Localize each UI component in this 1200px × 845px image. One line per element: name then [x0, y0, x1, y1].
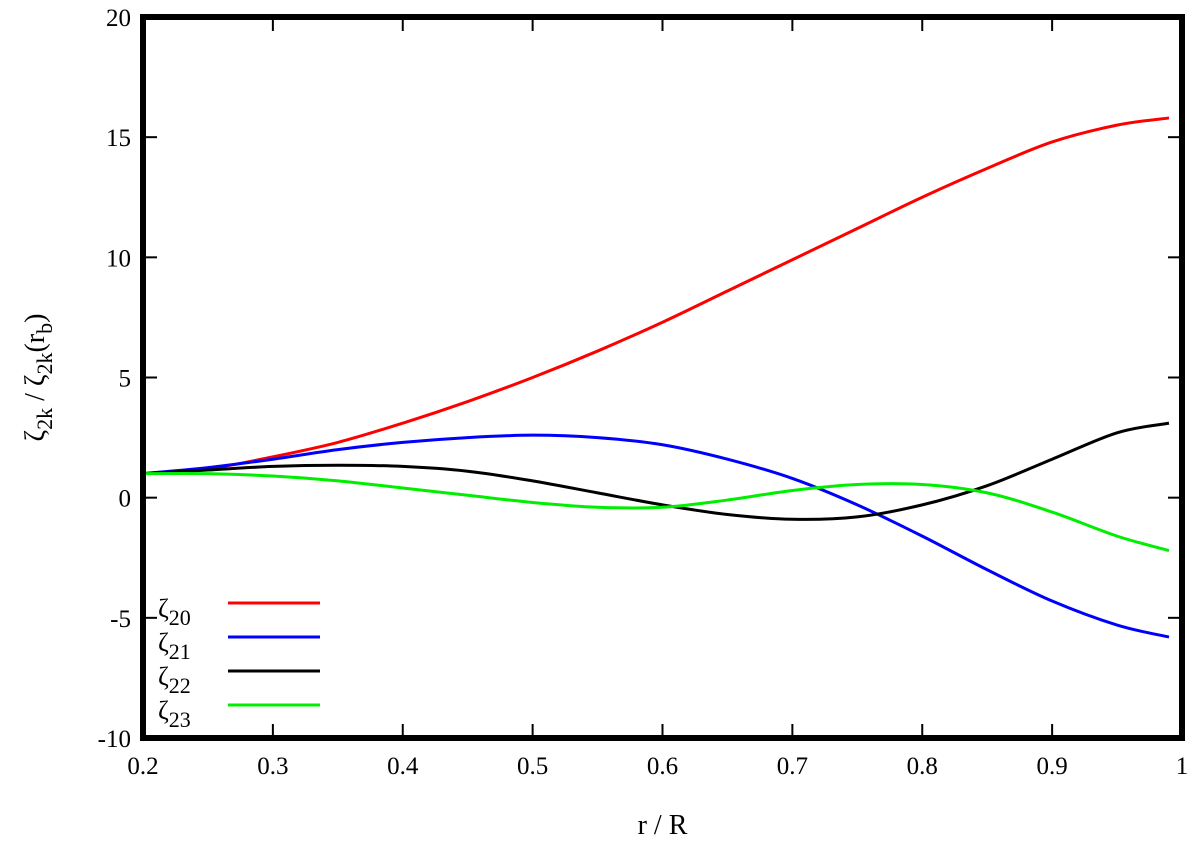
- x-tick-label: 0.3: [257, 753, 288, 780]
- y-axis-label: ζ2k / ζ2k(rb): [20, 314, 57, 442]
- y-tick-label: 5: [119, 366, 132, 393]
- axis-ticks: 0.2 0.3 0.4 0.5 0.6 0.7 0.8 0.9 1 -10 -5 0 5 10 15 20: [98, 5, 1189, 780]
- x-tick-label: 0.7: [777, 753, 808, 780]
- y-tick-label: -5: [110, 606, 131, 633]
- x-tick-label: 0.9: [1037, 753, 1068, 780]
- y-tick-label: 0: [119, 486, 132, 513]
- legend-label-23: ζ23: [158, 696, 191, 732]
- x-tick-label: 0.6: [647, 753, 678, 780]
- x-tick-label: 0.8: [907, 753, 938, 780]
- x-tick-label: 0.4: [387, 753, 419, 780]
- series-lines: [142, 116, 1170, 639]
- legend-label-21: ζ21: [158, 628, 191, 664]
- y-tick-label: 15: [106, 125, 131, 152]
- series-line-22: [142, 421, 1170, 521]
- legend-label-20: ζ20: [158, 594, 191, 630]
- legend-label-22: ζ22: [158, 662, 191, 698]
- x-axis-label: r / R: [638, 810, 688, 841]
- plot-frame: [140, 14, 1185, 741]
- x-tick-label: 1: [1176, 753, 1189, 780]
- x-tick-label: 0.5: [517, 753, 548, 780]
- y-tick-label: 20: [106, 5, 131, 32]
- y-tick-label: 10: [106, 245, 131, 272]
- y-tick-label: -10: [98, 726, 131, 753]
- series-line-20: [142, 116, 1170, 476]
- x-tick-label: 0.2: [127, 753, 158, 780]
- series-line-23: [142, 471, 1170, 552]
- series-line-21: [142, 433, 1170, 639]
